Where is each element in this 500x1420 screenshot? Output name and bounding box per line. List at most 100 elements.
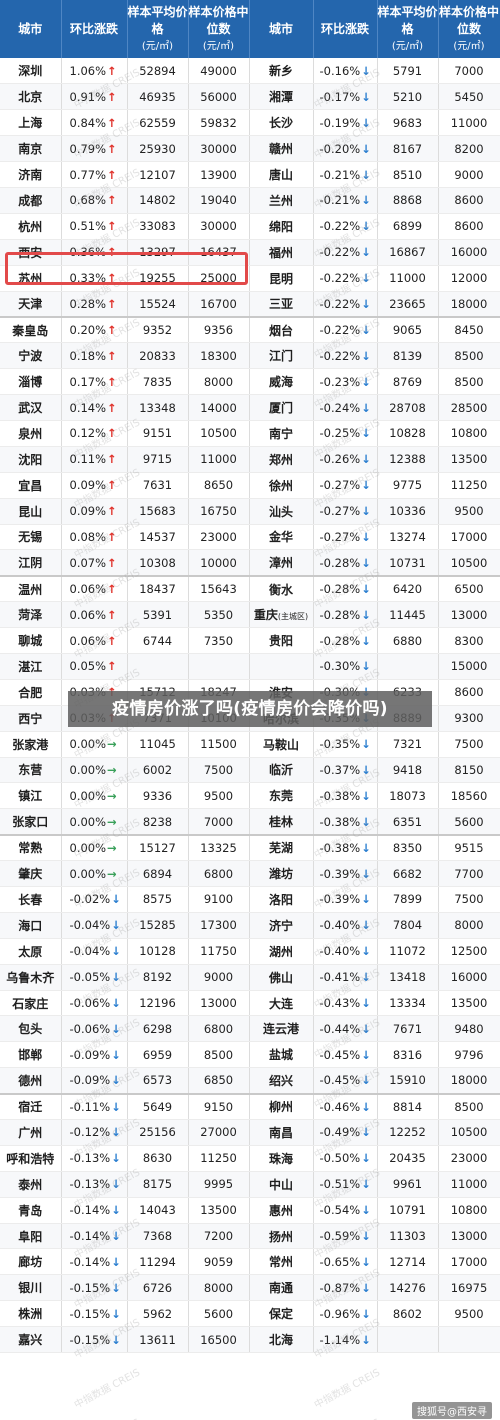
table-row: 湛江 0.05%↑ -0.30%↓ 15000 (0, 653, 500, 680)
city-cell-text: 石家庄 (12, 996, 49, 1011)
median-price-cell: 5450 (438, 83, 500, 111)
city-cell: 银川 (0, 1274, 62, 1302)
table-row: 乌鲁木齐 -0.05%↓ 8192 9000 佛山 -0.41%↓ 13418 16000 (0, 964, 500, 991)
change-cell: 0.09%↑ (61, 498, 128, 525)
change-cell-text: 0.77% (69, 167, 107, 182)
change-cell-text: -0.23% (319, 374, 361, 389)
city-cell-text: 昆山 (18, 504, 43, 519)
avg-price-cell: 16867 (377, 239, 439, 266)
median-price-cell: 8500 (438, 342, 500, 370)
city-cell-text: 泉州 (18, 426, 43, 441)
change-cell-text: -0.28% (319, 582, 361, 596)
header-unit: (元/㎡) (391, 40, 424, 52)
avg-price-cell: 9336 (127, 782, 189, 810)
city-cell: 贵阳 (249, 627, 314, 654)
median-price-cell-text: 5450 (454, 89, 484, 104)
trend-down-arrow-icon: ↓ (111, 918, 121, 933)
trend-flat-arrow-icon: → (107, 866, 117, 881)
change-cell-text: -0.38% (319, 788, 361, 803)
city-cell-text: 保定 (268, 1307, 293, 1322)
trend-down-arrow-icon: ↓ (111, 1099, 121, 1114)
avg-price-cell: 9151 (127, 420, 189, 447)
median-price-cell-text: 9796 (454, 1047, 484, 1062)
header-unit: (元/㎡) (453, 40, 485, 52)
avg-price-cell: 8167 (377, 135, 439, 163)
change-cell-text: -0.40% (319, 944, 361, 959)
trend-up-arrow-icon: ↑ (107, 348, 117, 363)
change-cell: -0.13%↓ (61, 1171, 128, 1198)
city-cell: 合肥 (0, 679, 62, 706)
city-cell-text: 成都 (18, 193, 43, 208)
avg-price-cell: 9683 (377, 109, 439, 137)
watermark-text: 中指数据 CREIS (72, 1367, 142, 1412)
city-cell: 无锡 (0, 524, 62, 551)
city-cell-text: 肇庆 (18, 867, 43, 882)
avg-price-cell-text: 33083 (139, 219, 176, 234)
change-cell-text: -0.25% (319, 426, 361, 441)
table-row: 阜阳 -0.14%↓ 7368 7200 扬州 -0.59%↓ 11303 13000 (0, 1223, 500, 1250)
median-price-cell-text: 9500 (454, 504, 484, 519)
city-cell-text: 武汉 (18, 401, 43, 416)
city-cell: 长春 (0, 886, 62, 913)
median-price-cell: 56000 (188, 83, 250, 111)
change-cell: 0.91%↑ (61, 83, 128, 111)
table-row: 天津 0.28%↑ 15524 16700 三亚 -0.22%↓ 23665 18000 (0, 291, 500, 318)
city-cell: 廊坊 (0, 1248, 62, 1276)
avg-price-cell: 11072 (377, 938, 439, 965)
city-cell-text: 淄博 (18, 375, 43, 390)
city-cell: 张家港 (0, 731, 62, 758)
median-price-cell-text: 13500 (450, 996, 488, 1010)
table-header-row: 城市 环比涨跌 样本平均价格 (元/㎡) 样本价格中位数 (元/㎡) 城市 环比涨跌… (0, 0, 500, 58)
median-price-cell: 9480 (438, 1015, 500, 1043)
trend-up-arrow-icon: ↑ (107, 374, 117, 389)
city-cell-text: 合肥 (18, 685, 43, 700)
city-cell: 唐山 (249, 161, 314, 188)
change-cell: -0.06%↓ (61, 1015, 128, 1043)
median-price-cell-text: 10000 (200, 555, 237, 570)
trend-down-arrow-icon: ↓ (361, 970, 371, 985)
change-cell-text: 0.00% (69, 814, 107, 829)
city-cell: 包头 (0, 1015, 62, 1043)
city-cell: 邯郸 (0, 1041, 62, 1069)
trend-down-arrow-icon: ↓ (361, 141, 371, 156)
avg-price-cell: 7368 (127, 1223, 189, 1250)
median-price-cell-text: 13000 (450, 1229, 488, 1244)
city-cell: 保定 (249, 1300, 314, 1328)
avg-price-cell-text: 12196 (139, 996, 176, 1010)
city-cell-text: 江门 (268, 349, 293, 364)
city-cell-text: 汕头 (268, 504, 293, 519)
trend-down-arrow-icon: ↓ (361, 219, 371, 234)
avg-price-cell: 8868 (377, 187, 439, 214)
change-cell: -0.59%↓ (313, 1223, 378, 1250)
avg-price-cell-text: 14043 (139, 1203, 176, 1218)
city-cell: 成都 (0, 187, 62, 214)
city-cell: 杭州 (0, 213, 62, 240)
median-price-cell-text: 7200 (203, 1229, 234, 1244)
median-price-cell: 13000 (188, 990, 250, 1017)
change-cell: 0.00%→ (61, 860, 128, 887)
city-cell-text: 西宁 (18, 711, 43, 726)
change-cell: -0.22%↓ (313, 213, 378, 240)
trend-down-arrow-icon: ↓ (361, 762, 371, 777)
table-row: 宿迁 -0.11%↓ 5649 9150 柳州 -0.46%↓ 8814 8500 (0, 1092, 500, 1121)
avg-price-cell-text: 8167 (392, 141, 423, 156)
city-cell-text: 苏州 (18, 271, 43, 286)
change-cell: -0.09%↓ (61, 1041, 128, 1069)
change-cell-text: 0.09% (69, 504, 107, 519)
change-cell-text: -1.14% (319, 1332, 361, 1347)
avg-price-cell: 13297 (127, 239, 189, 266)
median-price-cell-text: 19040 (200, 193, 237, 208)
avg-price-cell-text: 7835 (142, 374, 173, 389)
median-price-cell: 16500 (188, 1326, 250, 1354)
change-cell: 0.06%↑ (61, 601, 128, 629)
city-cell-text: 呼和浩特 (6, 1151, 55, 1166)
change-cell-text: -0.45% (319, 1073, 361, 1088)
table-row: 东营 0.00%→ 6002 7500 临沂 -0.37%↓ 9418 8150 (0, 757, 500, 784)
city-cell-text: 宿迁 (18, 1100, 43, 1115)
city-cell-text: 南通 (268, 1281, 293, 1296)
median-price-cell: 9515 (438, 833, 500, 862)
change-cell-text: -0.04% (69, 918, 111, 933)
avg-price-cell-text: 13348 (139, 400, 176, 415)
city-cell-text: 徐州 (268, 478, 293, 493)
trend-down-arrow-icon: ↓ (361, 1151, 371, 1166)
